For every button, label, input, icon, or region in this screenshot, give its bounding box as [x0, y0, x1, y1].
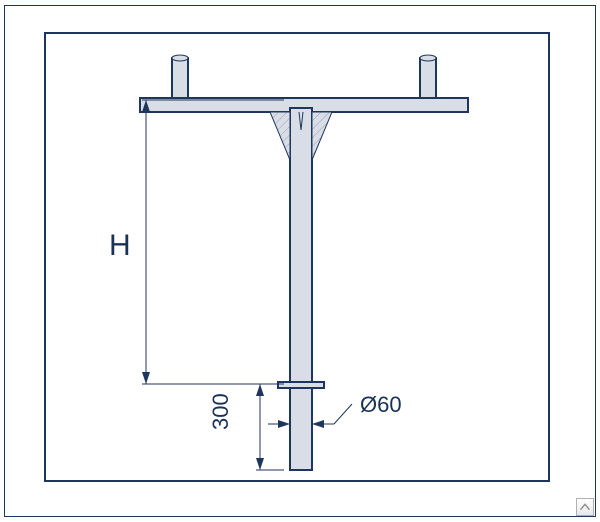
gusset-right [312, 112, 332, 160]
stub-right [420, 58, 436, 98]
main-post [290, 108, 312, 470]
label-H: H [109, 229, 131, 262]
label-dim300: 300 [208, 393, 233, 430]
stub-left [172, 58, 188, 98]
label-diam60: Ø60 [360, 392, 402, 417]
flange [278, 382, 324, 388]
technical-drawing: H 300 Ø60 [0, 0, 600, 522]
gusset-left [270, 112, 290, 160]
corner-mark-icon [576, 498, 594, 516]
dim-line-d60 [334, 404, 352, 424]
